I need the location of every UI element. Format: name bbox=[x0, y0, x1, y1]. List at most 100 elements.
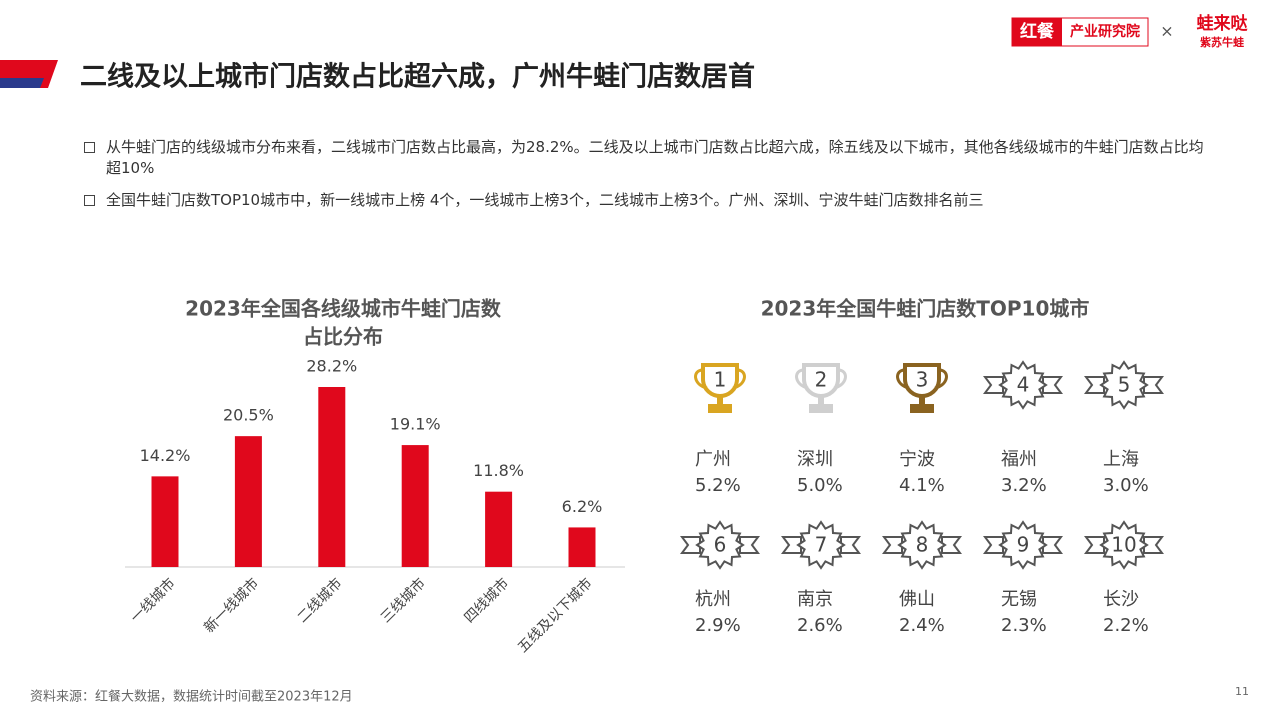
ribbon bbox=[941, 536, 962, 554]
rank: 2 bbox=[815, 368, 828, 392]
x-tick-label: 三线城市 bbox=[377, 575, 429, 627]
city: 杭州 bbox=[695, 589, 731, 610]
badge: 8 bbox=[882, 520, 962, 570]
chart-subtitle: 占比分布 bbox=[303, 325, 383, 349]
title: 二线及以上城市门店数占比超六成，广州牛蛙门店数居首 bbox=[80, 61, 755, 93]
logo-x: × bbox=[1160, 22, 1173, 41]
rank: 5 bbox=[1118, 373, 1131, 397]
share: 5.0% bbox=[797, 475, 843, 496]
city: 无锡 bbox=[1001, 589, 1037, 610]
badge-star bbox=[796, 520, 846, 570]
city: 南京 bbox=[797, 589, 833, 610]
badge-star bbox=[998, 520, 1048, 570]
share: 2.9% bbox=[695, 615, 741, 636]
ribbon bbox=[1143, 536, 1164, 554]
rank: 1 bbox=[714, 368, 727, 392]
data-label: 19.1% bbox=[390, 415, 441, 434]
badge: 9 bbox=[983, 520, 1063, 570]
data-label: 14.2% bbox=[140, 446, 191, 465]
chart-title: 2023年全国各线级城市牛蛙门店数 bbox=[185, 297, 502, 321]
ribbon bbox=[882, 536, 903, 554]
badge-star bbox=[998, 360, 1048, 410]
ribbon bbox=[680, 536, 701, 554]
logo-brand: 红餐 bbox=[1020, 21, 1055, 42]
rank: 9 bbox=[1017, 533, 1030, 557]
ribbon bbox=[1084, 536, 1105, 554]
logo-org: 产业研究院 bbox=[1070, 23, 1140, 40]
data-label: 6.2% bbox=[562, 497, 603, 516]
badge: 4 bbox=[983, 360, 1063, 410]
city: 长沙 bbox=[1103, 589, 1139, 610]
x-tick-label: 二线城市 bbox=[294, 575, 346, 627]
city: 广州 bbox=[695, 449, 731, 470]
bar bbox=[401, 445, 429, 567]
badge-star bbox=[1099, 520, 1149, 570]
rank: 4 bbox=[1017, 373, 1030, 397]
city: 宁波 bbox=[899, 449, 935, 470]
share: 3.0% bbox=[1103, 475, 1149, 496]
partner-name: 蛙来哒 bbox=[1197, 13, 1249, 34]
city: 深圳 bbox=[797, 449, 833, 470]
data-label: 11.8% bbox=[473, 461, 524, 480]
ribbon bbox=[1042, 376, 1063, 394]
x-tick-label: 一线城市 bbox=[127, 575, 179, 627]
rank: 6 bbox=[714, 533, 727, 557]
badge: 10 bbox=[1084, 520, 1164, 570]
rank: 8 bbox=[916, 533, 929, 557]
bar bbox=[318, 387, 346, 567]
trophy: 2 bbox=[795, 363, 847, 413]
trophy: 1 bbox=[694, 363, 746, 413]
city: 上海 bbox=[1103, 449, 1139, 470]
bullet: 从牛蛙门店的线级城市分布来看，二线城市门店数占比最高，为28.2%。二线及以上城… bbox=[84, 137, 1216, 179]
badge-star bbox=[695, 520, 745, 570]
ribbon bbox=[1143, 376, 1164, 394]
x-tick-label: 新一线城市 bbox=[201, 575, 263, 637]
bullet: 全国牛蛙门店数TOP10城市中，新一线城市上榜 4个，一线城市上榜3个，二线城市… bbox=[84, 190, 1216, 211]
share: 5.2% bbox=[695, 475, 741, 496]
ribbon bbox=[781, 536, 802, 554]
x-tick-label: 四线城市 bbox=[461, 575, 513, 627]
city: 福州 bbox=[1001, 449, 1037, 470]
data-label: 20.5% bbox=[223, 406, 274, 425]
city: 佛山 bbox=[899, 589, 935, 610]
trophy-stem bbox=[919, 396, 925, 404]
ranking-title: 2023年全国牛蛙门店数TOP10城市 bbox=[761, 297, 1090, 321]
ribbon bbox=[1084, 376, 1105, 394]
trophy-base bbox=[809, 404, 833, 413]
trophy-base bbox=[910, 404, 934, 413]
trophy-handles bbox=[694, 368, 746, 390]
ribbon bbox=[983, 536, 1004, 554]
bar bbox=[234, 436, 262, 567]
partner-sub: 紫苏牛蛙 bbox=[1200, 35, 1244, 49]
badge: 7 bbox=[781, 520, 861, 570]
title-bar-accent bbox=[0, 78, 44, 88]
logo-brand-bg bbox=[1012, 18, 1062, 46]
ribbon bbox=[1042, 536, 1063, 554]
x-tick-label: 五线及以下城市 bbox=[514, 575, 595, 656]
share: 2.4% bbox=[899, 615, 945, 636]
trophy-stem bbox=[717, 396, 723, 404]
ribbon bbox=[983, 376, 1004, 394]
share: 3.2% bbox=[1001, 475, 1047, 496]
page-number: 11 bbox=[1235, 685, 1249, 698]
trophy-handles bbox=[896, 368, 948, 390]
share: 2.6% bbox=[797, 615, 843, 636]
share: 4.1% bbox=[899, 475, 945, 496]
trophy: 3 bbox=[896, 363, 948, 413]
rank: 10 bbox=[1111, 533, 1136, 557]
bar bbox=[485, 491, 513, 567]
bar bbox=[568, 527, 596, 567]
badge: 6 bbox=[680, 520, 760, 570]
share: 2.2% bbox=[1103, 615, 1149, 636]
badge-star bbox=[897, 520, 947, 570]
ribbon bbox=[840, 536, 861, 554]
ribbon bbox=[739, 536, 760, 554]
data-label: 28.2% bbox=[306, 357, 357, 376]
share: 2.3% bbox=[1001, 615, 1047, 636]
badge-star bbox=[1099, 360, 1149, 410]
rank: 7 bbox=[815, 533, 828, 557]
rank: 3 bbox=[916, 368, 929, 392]
trophy-base bbox=[708, 404, 732, 413]
